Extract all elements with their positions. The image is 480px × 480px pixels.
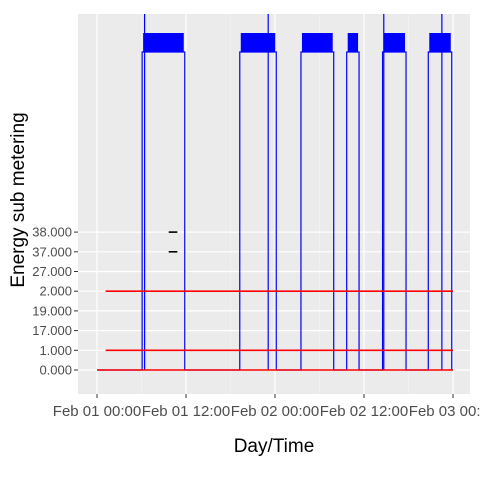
blue-series-band (301, 33, 333, 52)
y-tick-label: 19.000 (32, 303, 72, 318)
y-tick-label: 17.000 (32, 323, 72, 338)
y-tick-label: 0.000 (39, 363, 72, 378)
sub-metering-segments (97, 231, 453, 371)
y-tick-label: 27.000 (32, 264, 72, 279)
x-axis-title: Day/Time (234, 436, 315, 457)
x-tick-label: Feb 03 00:00 (409, 403, 480, 420)
y-axis-ticks: 0.000 1.000 17.000 19.000 2.000 27.000 37.000 3… (32, 225, 78, 378)
x-axis-ticks: Feb 01 00:00 Feb 01 12:00 Feb 02 00:00 Feb … (53, 394, 480, 420)
blue-series-band (347, 33, 359, 52)
blue-series-band (143, 33, 184, 52)
x-tick-label: Feb 01 00:00 (53, 403, 141, 420)
blue-series-band (240, 33, 276, 52)
y-tick-label: 2.000 (39, 284, 72, 299)
y-tick-label: 38.000 (32, 225, 72, 240)
x-tick-label: Feb 02 00:00 (231, 403, 319, 420)
blue-series-band (429, 33, 451, 52)
y-axis-title: Energy sub metering (8, 112, 29, 287)
x-tick-label: Feb 02 12:00 (320, 403, 408, 420)
y-tick-label: 37.000 (32, 244, 72, 259)
blue-series-band (383, 33, 406, 52)
y-tick-label: 1.000 (39, 343, 72, 358)
plot-panel (78, 14, 470, 394)
x-tick-label: Feb 01 12:00 (142, 403, 230, 420)
